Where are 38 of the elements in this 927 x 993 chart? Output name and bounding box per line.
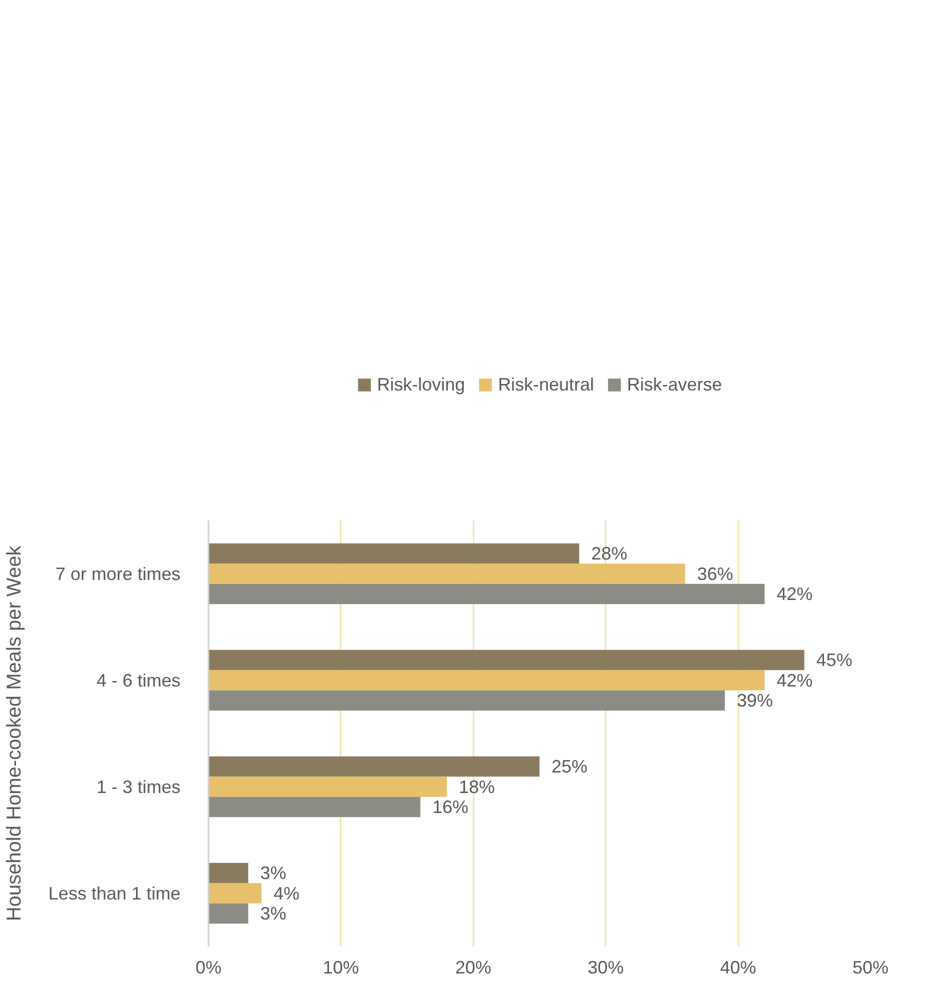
x-tick-label: 30% — [588, 958, 624, 978]
bar — [208, 690, 725, 711]
legend-label: Risk-neutral — [498, 374, 594, 396]
x-tick-label: 0% — [195, 958, 222, 978]
bar — [208, 903, 248, 924]
bar — [208, 564, 686, 584]
y-tick-label: Less than 1 time — [48, 883, 181, 904]
data-label: 3% — [260, 863, 286, 884]
legend-label: Risk-loving — [376, 374, 465, 396]
data-label: 39% — [736, 690, 773, 710]
bar — [208, 650, 804, 670]
data-label: 18% — [458, 776, 495, 797]
bar — [208, 543, 580, 564]
data-label: 42% — [776, 584, 813, 604]
legend-label: Risk-averse — [627, 374, 722, 396]
x-tick-label: 40% — [720, 958, 756, 978]
bar — [208, 756, 540, 777]
y-tick-label: 1 - 3 times — [96, 776, 181, 797]
y-tick-label: 4 - 6 times — [96, 670, 181, 690]
x-tick-label: 10% — [322, 958, 359, 978]
data-label: 36% — [697, 564, 734, 584]
bar — [208, 670, 765, 690]
bar — [208, 584, 765, 604]
y-axis-title: Household Home-cooked Meals per Week — [3, 544, 26, 922]
bar — [208, 883, 262, 904]
data-label: 25% — [552, 756, 588, 777]
data-label: 28% — [591, 544, 628, 564]
y-tick-label: 7 or more times — [55, 564, 181, 584]
data-label: 16% — [432, 796, 468, 817]
x-tick-label: 50% — [852, 958, 889, 978]
data-label: 4% — [273, 883, 300, 904]
bar — [208, 862, 248, 884]
bar — [208, 796, 420, 818]
data-label: 3% — [260, 903, 286, 924]
bar — [208, 776, 447, 797]
data-label: 42% — [776, 670, 813, 690]
x-tick-label: 20% — [455, 958, 492, 978]
data-label: 45% — [816, 650, 852, 670]
